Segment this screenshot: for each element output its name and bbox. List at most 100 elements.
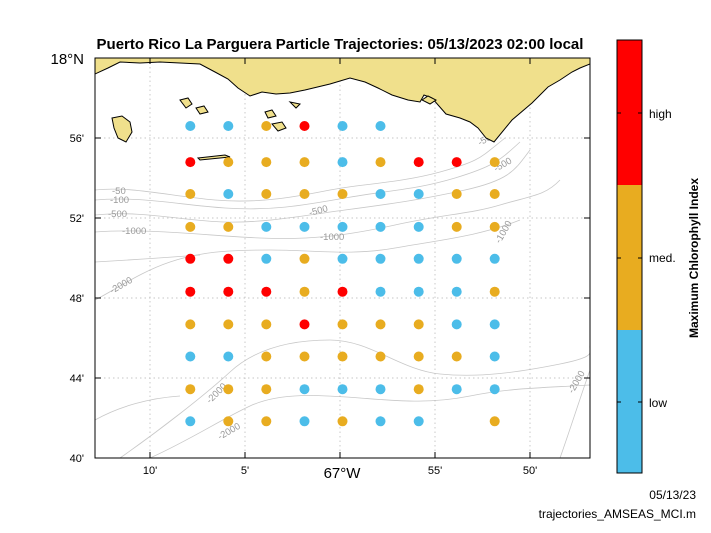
particle-dot-high <box>185 157 196 168</box>
bathymetry-label: -1000 <box>122 226 146 237</box>
colorbar-frame <box>616 39 643 474</box>
colorbar-low-segment <box>617 330 642 473</box>
puerto-rico-coast <box>95 58 590 143</box>
particle-dot-med <box>489 416 500 427</box>
particle-dot-med <box>413 384 424 395</box>
particle-dot-med <box>223 157 234 168</box>
particle-dot-low <box>375 253 386 264</box>
particle-dot-med <box>223 416 234 427</box>
particle-dot-low <box>185 121 196 131</box>
particle-dot-med <box>337 189 348 199</box>
particle-dot-low <box>451 319 462 330</box>
particle-dot-med <box>261 351 272 362</box>
footer-script-name: trajectories_AMSEAS_MCI.m <box>539 507 696 521</box>
particle-dot-high <box>299 319 310 330</box>
particle-dot-med <box>261 416 272 427</box>
bathymetry-label: -500 <box>308 203 329 219</box>
particle-dot-low <box>337 221 348 232</box>
particle-dot-low <box>489 253 500 264</box>
particle-dot-med <box>337 351 348 362</box>
particle-dot-low <box>451 286 462 297</box>
particle-dot-low <box>413 189 424 199</box>
map-frame <box>94 57 591 459</box>
particle-dot-high <box>451 157 462 168</box>
particle-dot-med <box>299 351 310 362</box>
particle-dot-med <box>223 221 234 232</box>
particle-dots <box>185 121 500 427</box>
particle-dot-med <box>413 319 424 330</box>
particle-dot-med <box>261 189 272 199</box>
particle-dot-low <box>375 384 386 395</box>
particle-dot-low <box>299 384 310 395</box>
particle-dot-high <box>337 286 348 297</box>
lon-label: 5' <box>241 465 249 477</box>
particle-dot-low <box>375 121 386 131</box>
footer-date: 05/13/23 <box>649 488 696 502</box>
particle-dot-med <box>299 189 310 199</box>
lat-label: 56' <box>70 133 84 145</box>
particle-dot-low <box>375 221 386 232</box>
particle-dot-med <box>451 221 462 232</box>
particle-dot-low <box>261 221 272 232</box>
latitude-labels: 18°N 56' 52' 48' 44' 40' <box>50 51 84 465</box>
particle-dot-low <box>223 189 234 199</box>
lat-label: 40' <box>70 453 84 465</box>
lon-label: 50' <box>523 465 537 477</box>
cay-west <box>111 115 133 143</box>
particle-dot-low <box>299 416 310 427</box>
particle-dot-med <box>261 157 272 168</box>
bathymetry-label: -1000 <box>320 232 344 243</box>
particle-dot-low <box>337 253 348 264</box>
particle-dot-med <box>375 319 386 330</box>
particle-dot-med <box>261 384 272 395</box>
particle-dot-low <box>375 416 386 427</box>
particle-dot-med <box>489 157 500 168</box>
particle-dot-med <box>489 286 500 297</box>
particle-dot-low <box>223 351 234 362</box>
particle-dot-low <box>185 416 196 427</box>
particle-dot-low <box>185 351 196 362</box>
particle-dot-med <box>299 157 310 168</box>
particle-dot-med <box>451 351 462 362</box>
particle-dot-high <box>413 157 424 168</box>
bathymetry-contours <box>95 137 590 458</box>
particle-dot-low <box>489 319 500 330</box>
cay-small-1 <box>179 97 193 109</box>
cay-small-2 <box>195 105 209 115</box>
colorbar-label-med: med. <box>649 251 676 265</box>
cay-east <box>421 95 437 105</box>
particle-dot-med <box>489 221 500 232</box>
lat-label: 44' <box>70 373 84 385</box>
particle-dot-low <box>337 157 348 168</box>
particle-dot-med <box>185 319 196 330</box>
particle-dot-med <box>299 253 310 264</box>
particle-dot-med <box>489 189 500 199</box>
axis-ticks <box>95 58 590 458</box>
particle-dot-low <box>451 253 462 264</box>
particle-dot-low <box>223 121 234 131</box>
particle-dot-low <box>337 121 348 131</box>
particle-dot-low <box>489 351 500 362</box>
particle-dot-low <box>413 253 424 264</box>
particle-dot-med <box>185 189 196 199</box>
particle-dot-med <box>261 319 272 330</box>
particle-dot-low <box>413 221 424 232</box>
cay-small-3 <box>264 109 277 119</box>
bathymetry-label: -50 <box>112 186 126 197</box>
particle-dot-high <box>223 253 234 264</box>
particle-dot-low <box>337 384 348 395</box>
particle-dot-high <box>185 286 196 297</box>
lon-label: 10' <box>143 465 157 477</box>
particle-dot-low <box>261 253 272 264</box>
particle-dot-med <box>185 221 196 232</box>
cay-small-4 <box>271 121 287 132</box>
particle-dot-med <box>375 157 386 168</box>
particle-dot-low <box>451 384 462 395</box>
particle-dot-med <box>185 384 196 395</box>
lon-label: 55' <box>428 465 442 477</box>
particle-dot-med <box>451 189 462 199</box>
particle-dot-med <box>337 416 348 427</box>
colorbar-label-low: low <box>649 396 667 410</box>
lat-label: 48' <box>70 293 84 305</box>
